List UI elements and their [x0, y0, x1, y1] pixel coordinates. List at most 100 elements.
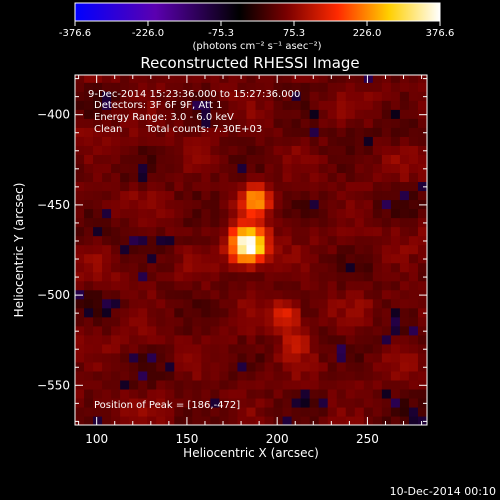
- heatmap-cell: [345, 226, 356, 237]
- heatmap-cell: [264, 100, 275, 110]
- heatmap-cell: [228, 334, 239, 345]
- heatmap-cell: [210, 298, 221, 309]
- heatmap-cell: [165, 100, 175, 110]
- heatmap-cell: [237, 325, 248, 336]
- heatmap-cell: [84, 361, 94, 372]
- heatmap-cell: [345, 118, 356, 128]
- heatmap-cell: [255, 316, 266, 327]
- heatmap-cell: [147, 127, 157, 137]
- heatmap-cell: [318, 91, 329, 101]
- heatmap-cell: [300, 388, 311, 399]
- heatmap-cell: [75, 271, 85, 282]
- heatmap-cell: [408, 361, 419, 372]
- heatmap-cell: [273, 235, 284, 246]
- heatmap-cell: [318, 154, 329, 164]
- heatmap-cell: [363, 298, 374, 309]
- heatmap-cell: [354, 109, 365, 119]
- heatmap-cell: [183, 172, 193, 183]
- heatmap-cell: [291, 163, 302, 174]
- heatmap-cell: [138, 253, 148, 264]
- heatmap-cell: [210, 190, 221, 201]
- annotation-time-range: 9-Dec-2014 15:23:36.000 to 15:27:36.000: [88, 89, 300, 100]
- heatmap-cell: [174, 154, 184, 164]
- heatmap-cell: [408, 217, 419, 228]
- heatmap-cell: [354, 154, 365, 164]
- heatmap-cell: [183, 127, 193, 137]
- heatmap-cell: [300, 343, 311, 354]
- heatmap-cell: [372, 289, 383, 300]
- heatmap-cell: [318, 298, 329, 309]
- heatmap-cell: [273, 91, 284, 101]
- heatmap-cell: [390, 145, 401, 155]
- heatmap-cell: [417, 262, 427, 273]
- heatmap-cell: [147, 361, 157, 372]
- heatmap-cell: [372, 379, 383, 390]
- heatmap-cell: [354, 343, 365, 354]
- heatmap-cell: [165, 127, 175, 137]
- heatmap-cell: [111, 208, 121, 219]
- heatmap-cell: [183, 262, 193, 273]
- heatmap-cell: [300, 253, 311, 264]
- heatmap-cell: [228, 406, 239, 417]
- heatmap-cell: [210, 406, 221, 417]
- heatmap-cell: [237, 370, 248, 381]
- heatmap-cell: [390, 136, 401, 146]
- heatmap-cell: [84, 370, 94, 381]
- heatmap-cell: [219, 325, 230, 336]
- heatmap-cell: [399, 379, 410, 390]
- heatmap-cell: [390, 154, 401, 164]
- heatmap-cell: [120, 325, 130, 336]
- heatmap-cell: [372, 316, 383, 327]
- heatmap-cell: [156, 145, 166, 155]
- heatmap-cell: [165, 397, 175, 408]
- heatmap-cell: [300, 244, 311, 255]
- heatmap-cell: [318, 82, 329, 92]
- heatmap-cell: [84, 271, 94, 282]
- heatmap-cell: [237, 118, 248, 128]
- heatmap-cell: [183, 226, 193, 237]
- heatmap-cell: [309, 82, 320, 92]
- heatmap-cell: [354, 280, 365, 291]
- heatmap-cell: [417, 334, 427, 345]
- heatmap-cell: [246, 91, 257, 101]
- heatmap-cell: [264, 352, 275, 363]
- heatmap-cell: [309, 379, 320, 390]
- heatmap-cell: [228, 226, 239, 237]
- heatmap-cell: [372, 253, 383, 264]
- heatmap-cell: [192, 208, 202, 219]
- heatmap-cell: [102, 334, 112, 345]
- heatmap-cell: [183, 253, 193, 264]
- heatmap-cell: [102, 208, 112, 219]
- heatmap-cell: [264, 136, 275, 146]
- heatmap-cell: [120, 136, 130, 146]
- heatmap-cell: [300, 262, 311, 273]
- heatmap-cell: [129, 325, 139, 336]
- heatmap-cell: [273, 334, 284, 345]
- heatmap-cell: [264, 415, 275, 425]
- heatmap-cell: [309, 388, 320, 399]
- heatmap-cell: [408, 181, 419, 192]
- heatmap-cell: [345, 154, 356, 164]
- heatmap-cell: [165, 379, 175, 390]
- heatmap-cell: [327, 289, 338, 300]
- heatmap-cell: [399, 235, 410, 246]
- heatmap-cell: [192, 379, 202, 390]
- heatmap-cell: [183, 316, 193, 327]
- heatmap-cell: [264, 388, 275, 399]
- heatmap-cell: [75, 379, 85, 390]
- heatmap-cell: [381, 145, 392, 155]
- heatmap-cell: [75, 199, 85, 210]
- heatmap-cell: [147, 109, 157, 119]
- heatmap-cell: [84, 289, 94, 300]
- heatmap-cell: [390, 199, 401, 210]
- heatmap-cell: [138, 109, 148, 119]
- heatmap-cell: [372, 127, 383, 137]
- annotation-energy: Energy Range: 3.0 - 6.0 keV: [94, 112, 234, 123]
- heatmap-cell: [363, 136, 374, 146]
- heatmap-cell: [255, 100, 266, 110]
- heatmap-cell: [228, 75, 239, 83]
- heatmap-cell: [408, 307, 419, 318]
- heatmap-cell: [156, 352, 166, 363]
- heatmap-cell: [138, 226, 148, 237]
- heatmap-cell: [363, 262, 374, 273]
